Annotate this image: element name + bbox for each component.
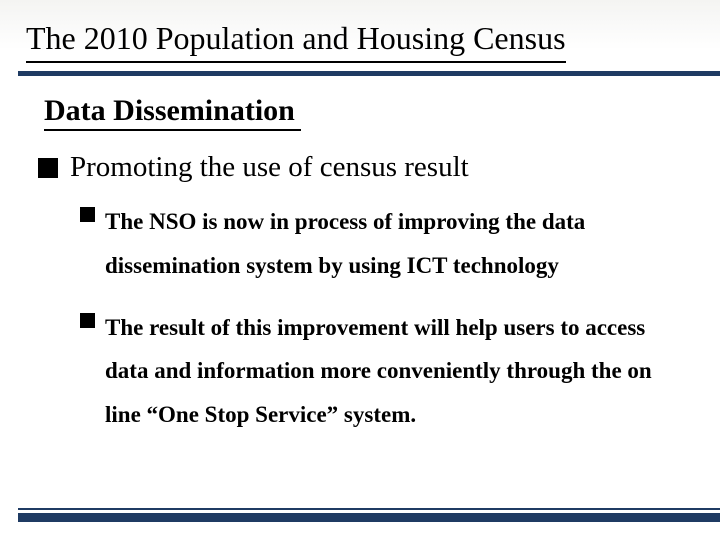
subtitle-container: Data Dissemination xyxy=(44,93,720,131)
footer-bar xyxy=(18,508,720,522)
list-item-level2: The NSO is now in process of improving t… xyxy=(80,200,682,287)
list-item-level2: The result of this improvement will help… xyxy=(80,306,682,437)
square-bullet-icon xyxy=(38,158,58,178)
subtitle: Data Dissemination xyxy=(44,93,301,131)
level2-text: The result of this improvement will help… xyxy=(105,306,682,437)
title-area: The 2010 Population and Housing Census xyxy=(0,0,720,71)
square-bullet-icon xyxy=(80,313,95,328)
slide: The 2010 Population and Housing Census D… xyxy=(0,0,720,540)
square-bullet-icon xyxy=(80,207,95,222)
body-content: Promoting the use of census result The N… xyxy=(0,131,720,437)
footer-thin-line xyxy=(18,508,720,510)
level2-text: The NSO is now in process of improving t… xyxy=(105,200,682,287)
footer-thick-line xyxy=(18,513,720,522)
main-title: The 2010 Population and Housing Census xyxy=(26,18,566,63)
level2-list: The NSO is now in process of improving t… xyxy=(80,200,682,436)
title-underline-bar xyxy=(18,71,720,76)
level1-text: Promoting the use of census result xyxy=(70,149,469,187)
list-item-level1: Promoting the use of census result xyxy=(38,149,682,187)
